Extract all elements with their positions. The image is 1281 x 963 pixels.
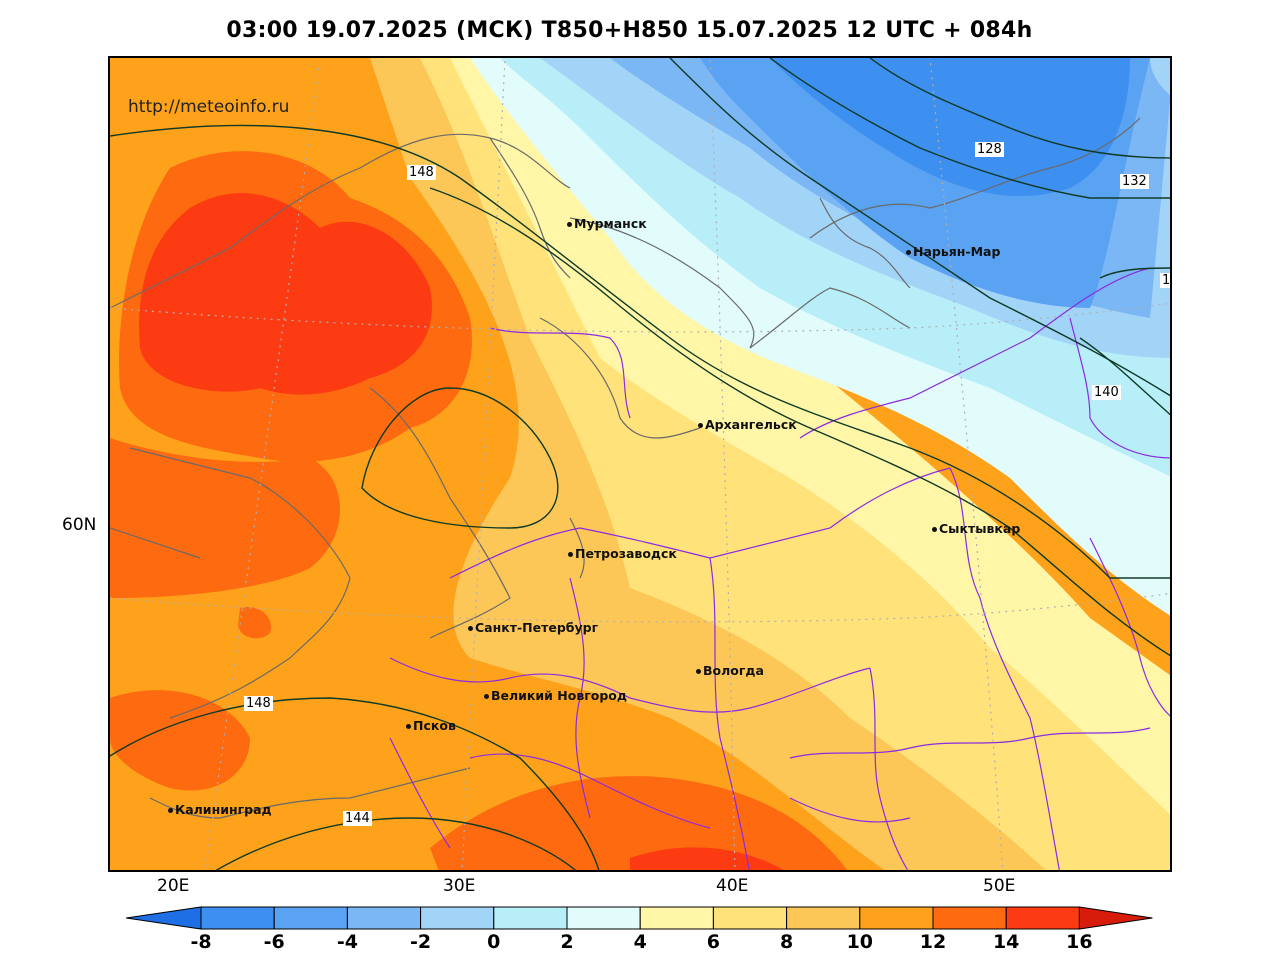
city-kaliningrad: Калининград: [168, 802, 272, 817]
contour-label: 132: [1120, 174, 1149, 189]
color-scale-cell: [200, 906, 275, 930]
watermark-url: http://meteoinfo.ru: [128, 97, 290, 117]
contour-label: 144: [343, 811, 372, 826]
color-scale-tick-label: 14: [992, 931, 1020, 953]
city-vologda: Вологда: [696, 663, 764, 678]
temperature-field: [110, 58, 1170, 870]
color-scale-tick-label: 6: [706, 931, 720, 953]
contour-label: 148: [244, 696, 273, 711]
city-arkhangelsk: Архангельск: [698, 417, 797, 432]
color-scale-tick-label: 12: [919, 931, 947, 953]
longitude-label: 20E: [157, 876, 190, 896]
color-scale-cell: [566, 906, 641, 930]
color-scale-tick-label: 4: [633, 931, 647, 953]
color-scale-tick-label: 16: [1066, 931, 1093, 953]
contour-label: 1: [1160, 273, 1171, 288]
longitude-label: 30E: [443, 876, 476, 896]
contour-label: 148: [407, 165, 436, 180]
color-scale-cell: [1005, 906, 1080, 930]
color-scale-cell: [273, 906, 348, 930]
color-scale-cell: [859, 906, 934, 930]
longitude-label: 50E: [983, 876, 1016, 896]
color-scale-tick-label: 2: [560, 931, 574, 953]
color-scale-cell: [639, 906, 714, 930]
city-saint-petersburg: Санкт-Петербург: [467, 620, 599, 635]
city-pskov: Псков: [406, 718, 456, 733]
color-scale-bar: [126, 906, 1153, 930]
color-scale-cell: [493, 906, 568, 930]
color-scale-tick-label: -6: [263, 931, 285, 953]
color-scale-cell: [420, 906, 495, 930]
city-syktyvkar: Сыктывкар: [931, 521, 1021, 536]
latitude-label: 60N: [62, 515, 97, 535]
contour-label: 140: [1092, 385, 1121, 400]
color-scale-cell: [932, 906, 1007, 930]
color-scale-cell: [346, 906, 422, 930]
color-scale-arrow-low: [126, 906, 202, 930]
contour-label: 128: [975, 142, 1004, 157]
color-scale-tick-label: 8: [779, 931, 794, 953]
city-murmansk: Мурманск: [567, 216, 647, 231]
color-scale-cell: [712, 906, 788, 930]
color-scale-arrow-high: [1078, 906, 1153, 930]
color-scale-tick-label: -8: [190, 931, 212, 953]
map-title: 03:00 19.07.2025 (МСК) T850+H850 15.07.2…: [226, 18, 1033, 43]
color-scale-tick-label: 0: [487, 931, 501, 953]
city-petrozavodsk: Петрозаводск: [568, 546, 677, 561]
city-veliky-novgorod: Великий Новгород: [484, 688, 627, 703]
longitude-label: 40E: [716, 876, 749, 896]
city-naryan-mar: Нарьян-Мар: [905, 244, 1001, 259]
color-scale-tick-label: -4: [336, 931, 358, 953]
color-scale-cell: [786, 906, 861, 930]
color-scale-tick-label: -2: [410, 931, 432, 953]
color-scale-tick-label: 10: [846, 931, 874, 953]
map-panel: 148 128 132 1 140 148 144: [108, 56, 1172, 872]
